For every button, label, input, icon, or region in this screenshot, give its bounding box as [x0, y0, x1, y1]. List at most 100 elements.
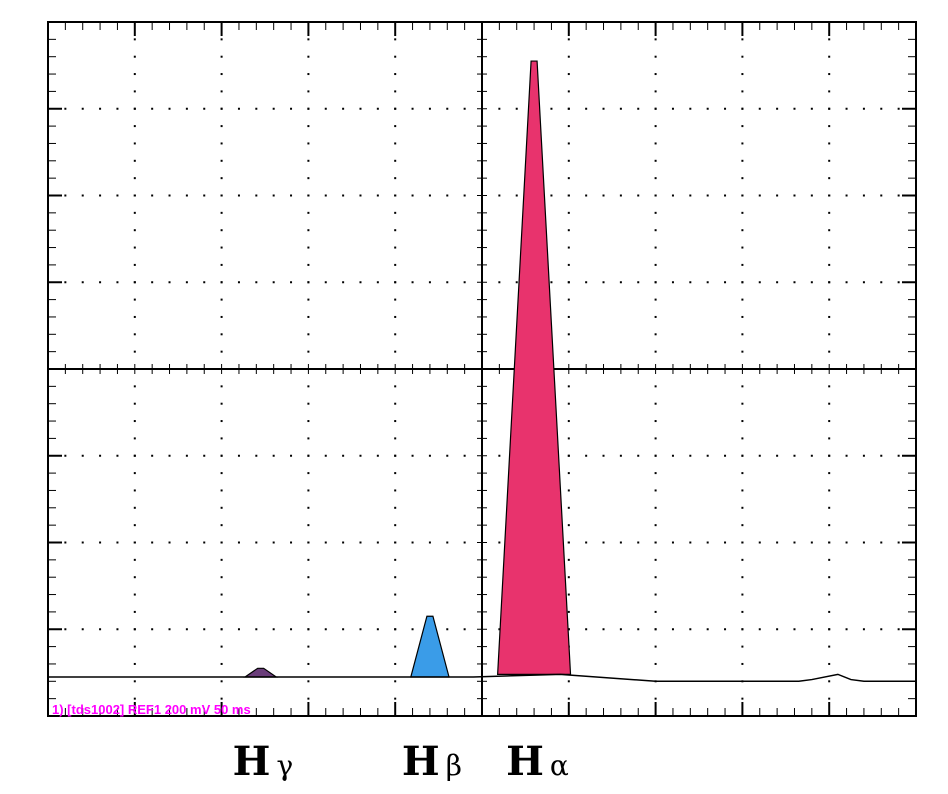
grid-dot	[220, 541, 223, 544]
grid-dot	[411, 541, 414, 544]
grid-dot	[272, 281, 275, 284]
grid-dot	[897, 628, 900, 631]
grid-dot	[828, 142, 831, 145]
grid-dot	[342, 281, 345, 284]
grid-dot	[220, 298, 223, 301]
grid-dot	[220, 628, 223, 631]
grid-dot	[828, 420, 831, 423]
grid-dot	[741, 576, 744, 579]
grid-dot	[567, 315, 570, 318]
scope-readout: 1) [tds1002] REF1 200 mV 50 ms	[52, 702, 251, 717]
grid-dot	[64, 281, 67, 284]
grid-dot	[654, 610, 657, 613]
grid-dot	[307, 38, 310, 41]
grid-dot	[324, 281, 327, 284]
grid-dot	[151, 628, 154, 631]
grid-dot	[741, 454, 744, 457]
grid-dot	[342, 107, 345, 110]
peak-label-subscript-0: γ	[276, 749, 293, 782]
grid-dot	[237, 541, 240, 544]
grid-dot	[793, 281, 796, 284]
grid-dot	[220, 281, 223, 284]
grid-dot	[220, 177, 223, 180]
grid-dot	[602, 281, 605, 284]
grid-dot	[585, 281, 588, 284]
grid-dot	[828, 298, 831, 301]
grid-dot	[567, 524, 570, 527]
grid-dot	[307, 263, 310, 266]
grid-dot	[394, 645, 397, 648]
grid-dot	[394, 628, 397, 631]
grid-dot	[185, 541, 188, 544]
grid-dot	[654, 211, 657, 214]
grid-dot	[446, 541, 449, 544]
baseline-trace	[48, 673, 916, 683]
grid-dot	[220, 645, 223, 648]
peak-label-subscript-1: β	[446, 749, 462, 782]
grid-dot	[376, 454, 379, 457]
grid-dot	[394, 680, 397, 683]
grid-dot	[376, 541, 379, 544]
grid-dot	[654, 281, 657, 284]
grid-dot	[776, 194, 779, 197]
grid-dot	[880, 541, 883, 544]
grid-dot	[394, 506, 397, 509]
grid-dot	[376, 194, 379, 197]
grid-dot	[428, 541, 431, 544]
grid-dot	[498, 107, 501, 110]
grid-dot	[741, 211, 744, 214]
grid-dot	[307, 662, 310, 665]
grid-dot	[637, 454, 640, 457]
grid-dot	[828, 489, 831, 492]
grid-dot	[741, 385, 744, 388]
grid-dot	[828, 697, 831, 700]
grid-dot	[307, 125, 310, 128]
grid-dot	[828, 263, 831, 266]
grid-dot	[64, 541, 67, 544]
grid-dot	[724, 628, 727, 631]
grid-dot	[741, 298, 744, 301]
grid-dot	[394, 298, 397, 301]
grid-dot	[706, 628, 709, 631]
grid-dot	[654, 350, 657, 353]
grid-dot	[776, 541, 779, 544]
grid	[48, 22, 916, 716]
grid-dot	[168, 541, 171, 544]
grid-dot	[602, 107, 605, 110]
grid-dot	[654, 38, 657, 41]
grid-dot	[880, 194, 883, 197]
grid-dot	[220, 125, 223, 128]
grid-dot	[828, 125, 831, 128]
grid-dot	[394, 38, 397, 41]
grid-dot	[810, 454, 813, 457]
grid-dot	[810, 107, 813, 110]
grid-dot	[359, 541, 362, 544]
grid-dot	[220, 385, 223, 388]
grid-dot	[307, 610, 310, 613]
grid-dot	[654, 524, 657, 527]
grid-dot	[394, 472, 397, 475]
grid-dot	[706, 194, 709, 197]
grid-dot	[741, 281, 744, 284]
grid-dot	[741, 593, 744, 596]
grid-dot	[359, 454, 362, 457]
grid-dot	[342, 541, 345, 544]
grid-dot	[133, 55, 136, 58]
grid-dot	[133, 315, 136, 318]
grid-dot	[307, 142, 310, 145]
grid-dot	[567, 558, 570, 561]
grid-dot	[307, 524, 310, 527]
grid-dot	[428, 281, 431, 284]
grid-dot	[793, 541, 796, 544]
grid-dot	[307, 385, 310, 388]
grid-dot	[741, 437, 744, 440]
grid-dot	[654, 628, 657, 631]
grid-dot	[828, 246, 831, 249]
grid-dot	[567, 385, 570, 388]
grid-dot	[133, 645, 136, 648]
grid-dot	[133, 298, 136, 301]
grid-dot	[116, 107, 119, 110]
grid-dot	[758, 541, 761, 544]
grid-dot	[133, 385, 136, 388]
